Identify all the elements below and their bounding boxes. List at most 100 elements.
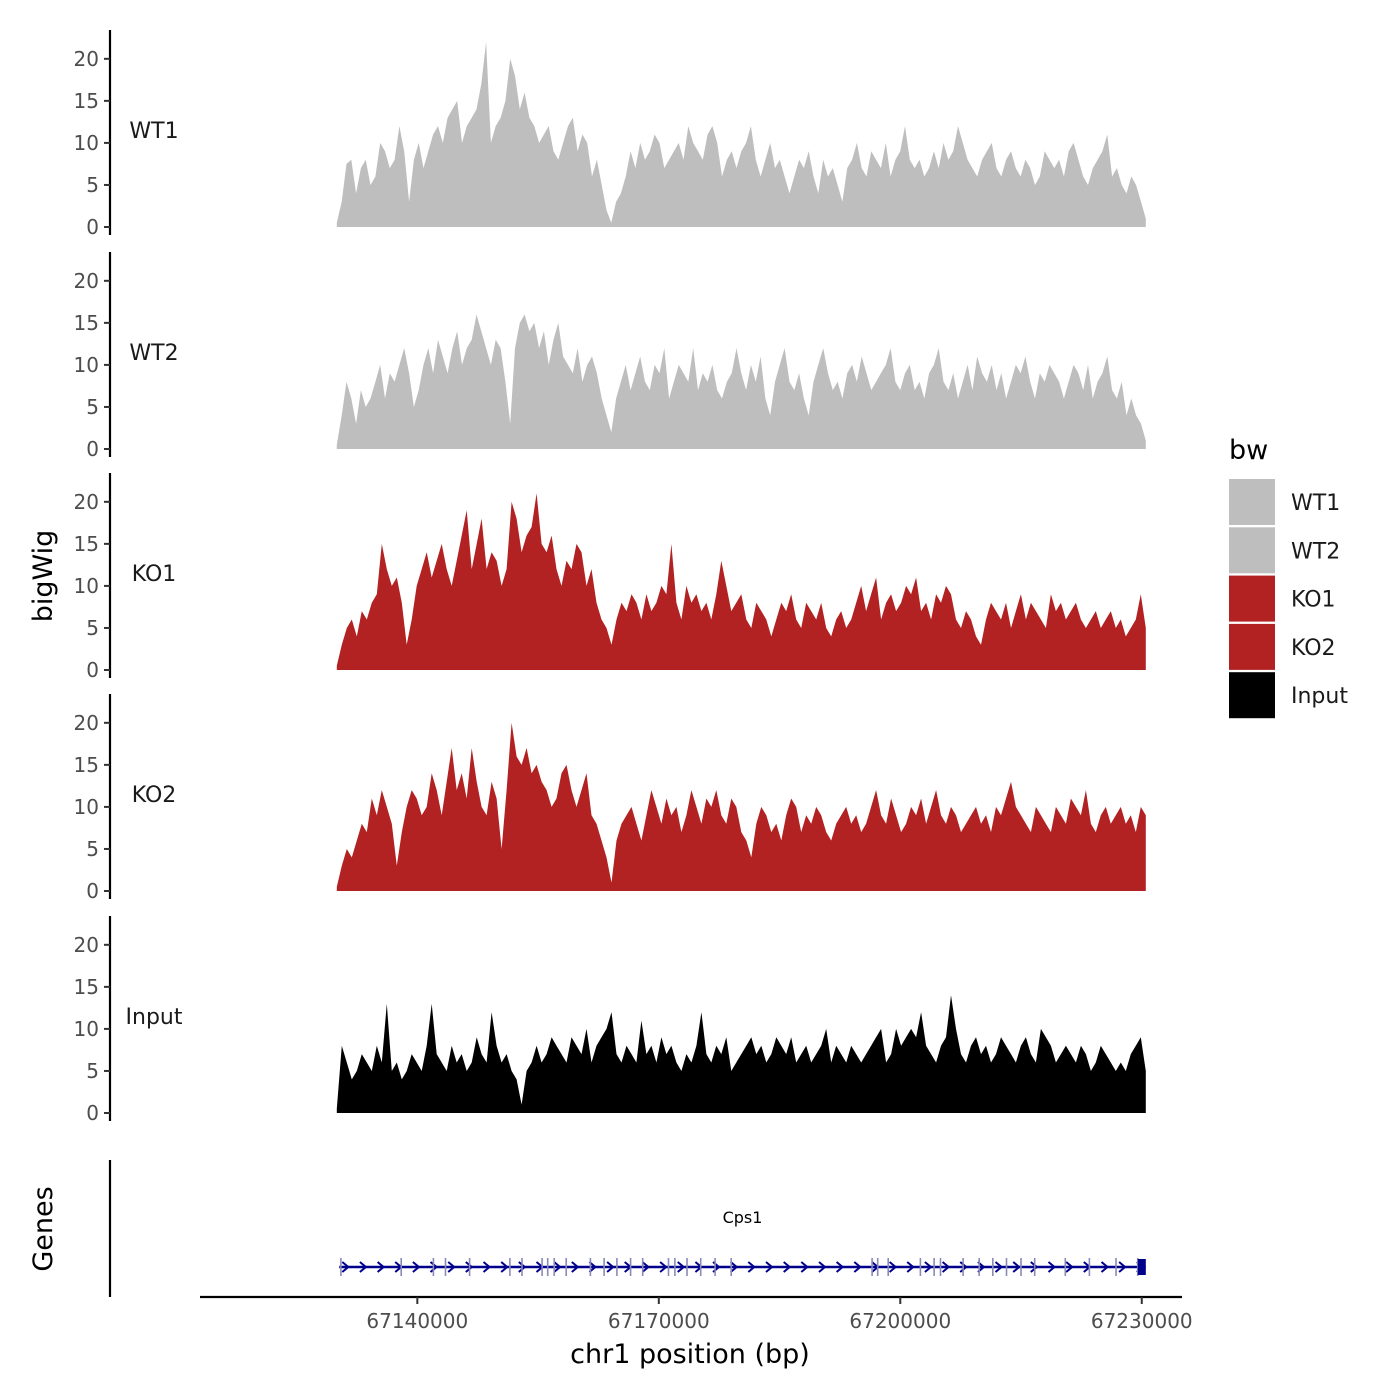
x-axis-ticks: 67140000 67170000 67200000 67230000 [366, 1297, 1193, 1333]
exon-mark [641, 1258, 644, 1276]
panel-wt2: 0 5 10 15 20 WT2 [74, 252, 1146, 461]
strand-chevron [429, 1261, 439, 1273]
exon-mark [919, 1258, 922, 1276]
track-label-wt2: WT2 [129, 341, 178, 366]
legend-item-ko2[interactable]: KO2 [1229, 623, 1336, 670]
y-tick-label-20: 20 [74, 711, 99, 735]
exon-mark [667, 1258, 670, 1276]
exon-mark [992, 1258, 994, 1276]
signal-area-wt1[interactable] [336, 42, 1146, 227]
exon-mark [546, 1258, 549, 1276]
y-tick-label-10: 10 [74, 353, 99, 377]
exon-mark [978, 1258, 980, 1276]
signal-area-ko1[interactable] [336, 493, 1146, 670]
x-tick-label: 67230000 [1091, 1309, 1193, 1333]
strand-chevron [500, 1261, 509, 1273]
y-tick-label-20: 20 [74, 269, 99, 293]
y-tick-label-10: 10 [74, 795, 99, 819]
strand-chevron [659, 1261, 668, 1273]
exon-mark [699, 1258, 702, 1276]
y-tick-label-10: 10 [74, 1017, 99, 1041]
strand-chevron [482, 1261, 492, 1273]
strand-chevron [1012, 1261, 1021, 1273]
legend-label-wt1: WT1 [1291, 491, 1340, 516]
exon-mark [887, 1258, 889, 1276]
strand-chevron [465, 1261, 474, 1273]
strand-chevron [1030, 1261, 1039, 1273]
exon-mark [1088, 1258, 1091, 1276]
signal-area-ko2[interactable] [336, 722, 1146, 891]
strand-chevron [341, 1261, 350, 1273]
track-label-wt1: WT1 [129, 119, 178, 144]
x-axis-title: chr1 position (bp) [570, 1339, 810, 1370]
legend-label-ko1: KO1 [1291, 588, 1336, 613]
panel-ko1: 0 5 10 15 20 KO1 [74, 473, 1146, 682]
x-axis: 67140000 67170000 67200000 67230000 chr1 po… [200, 1295, 1193, 1370]
exon-mark [1064, 1258, 1067, 1276]
exon-mark [589, 1258, 592, 1276]
strand-chevron [730, 1261, 739, 1273]
exon-mark [871, 1258, 873, 1276]
strand-chevron [571, 1261, 580, 1273]
exon-mark [629, 1258, 632, 1276]
exon-mark [1033, 1258, 1036, 1276]
exon-mark [962, 1258, 964, 1276]
strand-chevron [747, 1261, 756, 1273]
exon-mark [1005, 1258, 1008, 1276]
exon-mark [1115, 1258, 1117, 1276]
y-tick-label-15: 15 [74, 975, 99, 999]
exon-mark [565, 1258, 567, 1276]
exon-mark [509, 1258, 511, 1276]
y-tick-label-15: 15 [74, 89, 99, 113]
legend-label-input: Input [1291, 684, 1348, 709]
track-label-ko2: KO2 [132, 783, 177, 808]
exon-mark [616, 1258, 618, 1276]
strand-chevron [853, 1261, 862, 1273]
track-label-ko1: KO1 [132, 562, 177, 587]
legend-items: WT1 WT2 KO1 KO2 Input [1229, 479, 1348, 719]
strand-chevron [1065, 1261, 1074, 1273]
legend-item-wt2[interactable]: WT2 [1229, 527, 1340, 574]
strand-chevron [924, 1261, 933, 1273]
exon-mark [432, 1258, 435, 1276]
y-tick-label-0: 0 [86, 879, 99, 903]
exon-mark [714, 1258, 716, 1276]
exon-mark [674, 1258, 676, 1276]
strand-chevron [783, 1261, 792, 1273]
strand-chevron [1100, 1261, 1110, 1273]
signal-area-wt2[interactable] [336, 314, 1146, 450]
panel-input: 0 5 10 15 20 Input [74, 916, 1146, 1125]
gene-track-panel: Genes Cps1 [28, 1160, 1146, 1297]
track-label-input: Input [126, 1005, 183, 1030]
strand-chevron [553, 1261, 562, 1273]
panel-wt1: 0 5 10 15 20 WT1 [74, 30, 1146, 239]
signal-area-input[interactable] [336, 995, 1146, 1113]
strand-chevron [359, 1261, 368, 1273]
strand-chevron [518, 1261, 527, 1273]
y-tick-label-0: 0 [86, 437, 99, 461]
strand-chevron [677, 1261, 686, 1273]
strand-chevron [447, 1261, 456, 1273]
exon-mark [400, 1258, 402, 1276]
exon-mark [933, 1258, 935, 1276]
exon-mark [603, 1258, 605, 1276]
x-tick-label: 67170000 [608, 1309, 710, 1333]
strand-chevron [1047, 1261, 1057, 1273]
strand-chevron [641, 1261, 650, 1273]
legend-item-wt1[interactable]: WT1 [1229, 479, 1340, 525]
x-tick-label: 67200000 [849, 1309, 951, 1333]
strand-chevron [606, 1261, 615, 1273]
strand-chevron [1118, 1261, 1127, 1273]
legend-swatch-ko1 [1229, 575, 1275, 622]
y-tick-label-15: 15 [74, 532, 99, 556]
legend-item-ko1[interactable]: KO1 [1229, 575, 1336, 622]
exon-mark [876, 1258, 879, 1276]
strand-chevron [888, 1261, 898, 1273]
y-axis-title: bigWig [28, 530, 59, 623]
y-tick-label-5: 5 [86, 1059, 99, 1083]
exon-mark [1020, 1258, 1022, 1276]
legend-swatch-ko2 [1229, 623, 1275, 670]
legend-item-input[interactable]: Input [1229, 672, 1348, 719]
gene-model-cps1[interactable] [339, 1258, 1146, 1276]
